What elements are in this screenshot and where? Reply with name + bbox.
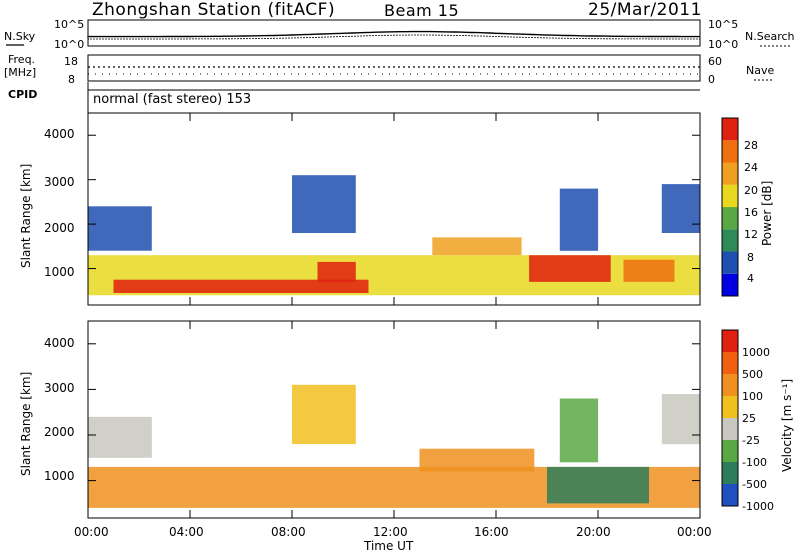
power-scatter-region (661, 184, 701, 233)
velocity-cbar-tick: 100 (742, 390, 763, 403)
power-cbar-tick: 12 (744, 228, 758, 241)
x-tick-label: 16:00 (474, 525, 509, 539)
nsearch-tick-top: 10^5 (708, 18, 739, 31)
power-ytick: 4000 (44, 127, 75, 141)
power-cbar-tick: 24 (744, 161, 758, 174)
freq-panel-frame (87, 54, 701, 82)
velocity-colorbar-swatch (722, 440, 738, 462)
velocity-ytick: 3000 (44, 381, 75, 395)
power-scatter-region (623, 259, 675, 282)
freq-tick-bottom: 8 (68, 73, 75, 86)
power-cbar-tick: 8 (747, 251, 754, 264)
power-colorbar-swatch (722, 207, 738, 230)
power-scatter-region (529, 255, 611, 282)
velocity-cbar-tick: -100 (742, 456, 767, 469)
power-colorbar-swatch (722, 273, 738, 297)
nsearch-tick-bottom: 10^0 (708, 38, 739, 51)
power-ytick: 2000 (44, 221, 75, 235)
heatmap-layer (88, 175, 701, 508)
x-tick-label: 20:00 (576, 525, 611, 539)
power-colorbar-swatch (722, 251, 738, 274)
beam-label: Beam 15 (384, 1, 460, 20)
velocity-colorbar-swatch (722, 352, 738, 374)
velocity-colorbar-swatch (722, 418, 738, 440)
x-axis-label: Time UT (364, 539, 414, 553)
nave-tick-bottom: 0 (708, 73, 715, 86)
nsky-label: N.Sky (4, 30, 36, 43)
power-cbar-tick: 28 (744, 139, 758, 152)
velocity-cbar-tick: 25 (742, 412, 756, 425)
power-ytick: 1000 (44, 265, 75, 279)
nave-label: Nave (746, 64, 775, 77)
velocity-cbar-tick: 500 (742, 368, 763, 381)
x-tick-label: 00:00 (677, 525, 712, 539)
power-colorbar-swatch (722, 118, 738, 141)
power-scatter-region (88, 206, 152, 251)
power-scatter-region (292, 175, 356, 233)
power-cbar-tick: 4 (747, 272, 754, 285)
date-label: 25/Mar/2011 (588, 0, 702, 20)
x-tick-label: 00:00 (74, 525, 109, 539)
power-colorbar-swatch (722, 162, 738, 185)
velocity-ytick: 4000 (44, 336, 75, 350)
power-colorbar-swatch (722, 229, 738, 252)
velocity-scatter-region (419, 448, 535, 472)
velocity-colorbar-swatch (722, 462, 738, 484)
velocity-colorbar-swatch (722, 330, 738, 352)
colorbar-layer (721, 117, 739, 507)
velocity-cbar-tick: 1000 (742, 346, 770, 359)
velocity-scatter-region (559, 398, 599, 463)
nave-tick-top: 60 (708, 55, 722, 68)
velocity-scatter-region (547, 466, 649, 504)
power-cbar-label: Power [dB] (760, 180, 774, 246)
frame-layer (6, 19, 790, 519)
velocity-colorbar-swatch (722, 396, 738, 418)
station-title: Zhongshan Station (fitACF) (92, 0, 336, 20)
freq-tick-top: 18 (64, 55, 78, 68)
nsearch-label: N.Search (745, 30, 795, 43)
x-tick-label: 08:00 (271, 525, 306, 539)
power-ytick: 3000 (44, 175, 75, 189)
power-cbar-tick: 16 (744, 206, 758, 219)
velocity-ylabel: Slant Range [km] (19, 371, 33, 476)
nsky-trace (87, 30, 700, 38)
power-colorbar-frame (721, 117, 739, 297)
velocity-colorbar-swatch (722, 484, 738, 506)
power-colorbar-swatch (722, 184, 738, 208)
velocity-scatter-region (88, 416, 152, 458)
cpid-text: normal (fast stereo) 153 (93, 92, 252, 107)
power-scatter-region (432, 237, 522, 256)
power-scatter-region (317, 261, 356, 282)
velocity-scatter-region (292, 384, 356, 445)
cpid-label: CPID (8, 88, 38, 101)
velocity-cbar-tick: -25 (742, 434, 760, 447)
power-scatter-region (559, 188, 599, 251)
power-cbar-tick: 20 (744, 184, 758, 197)
freq-unit: [MHz] (4, 66, 37, 79)
nsearch-trace (87, 34, 700, 40)
velocity-scatter-region (661, 394, 701, 445)
nsky-tick-top: 10^5 (54, 18, 85, 31)
velocity-colorbar-swatch (722, 374, 738, 396)
velocity-ytick: 2000 (44, 425, 75, 439)
velocity-cbar-label: Velocity [m s⁻¹] (780, 378, 794, 472)
freq-label: Freq. (8, 53, 36, 66)
velocity-cbar-tick: -500 (742, 478, 767, 491)
x-tick-label: 12:00 (373, 525, 408, 539)
velocity-cbar-tick: -1000 (742, 500, 774, 513)
power-colorbar-swatch (722, 140, 738, 163)
power-scatter-region (113, 279, 369, 293)
velocity-colorbar-frame (721, 329, 739, 507)
nsky-panel-frame (87, 19, 701, 47)
velocity-ytick: 1000 (44, 469, 75, 483)
power-ylabel: Slant Range [km] (19, 163, 33, 268)
nsky-tick-bottom: 10^0 (54, 38, 85, 51)
x-tick-label: 04:00 (169, 525, 204, 539)
